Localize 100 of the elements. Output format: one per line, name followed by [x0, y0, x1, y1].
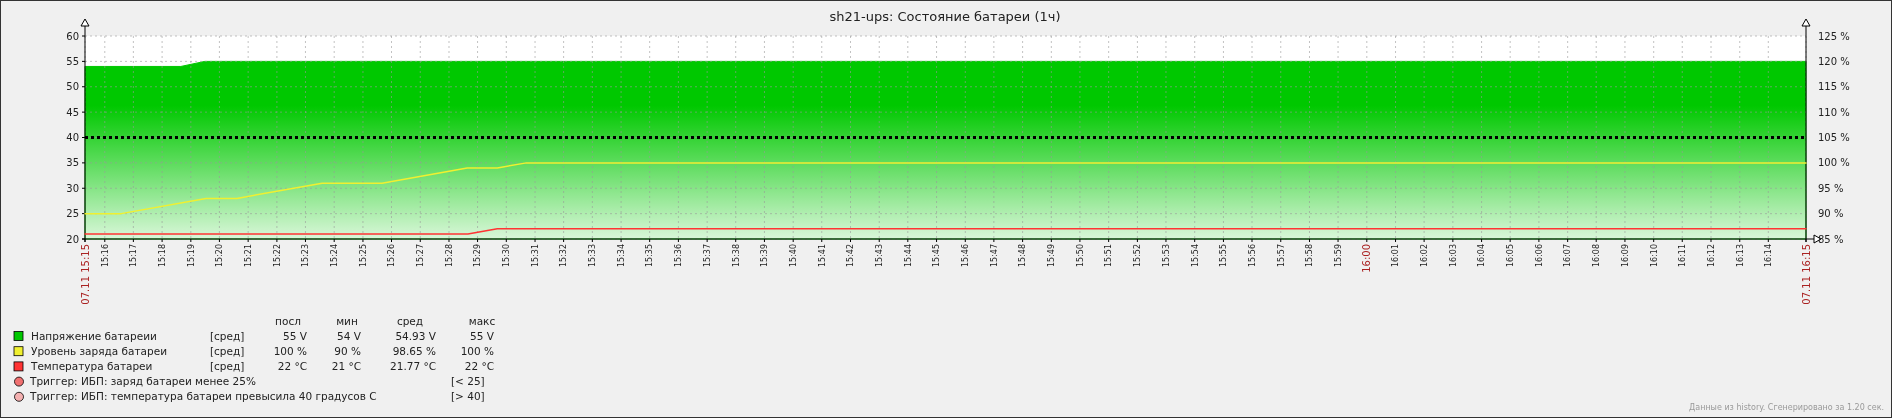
- y-tick-label: 40: [66, 132, 79, 143]
- text: [> 40]: [451, 390, 485, 403]
- x-tick-label: 15:17: [129, 244, 139, 268]
- x-tick-label: 16:10: [1649, 244, 1659, 268]
- legend-label: Напряжение батареии: [31, 329, 157, 342]
- x-tick-label: 15:32: [559, 244, 569, 268]
- x-tick-label: 15:56: [1247, 244, 1257, 268]
- x-tick-label: 15:34: [616, 244, 626, 268]
- x-tick-label: 15:55: [1219, 244, 1229, 268]
- x-tick-label: 15:24: [330, 244, 339, 268]
- x-tick-label: 15:51: [1104, 244, 1114, 268]
- x-tick-label: 07.11 16:15: [1800, 244, 1812, 305]
- text: [сред]: [210, 344, 245, 357]
- x-tick-label: 16:01: [1391, 244, 1401, 268]
- x-tick-label: 16:05: [1505, 244, 1515, 268]
- x-tick-label: 15:43: [875, 244, 885, 268]
- x-tick-label: 16:03: [1448, 244, 1458, 268]
- x-tick-label: 16:13: [1735, 244, 1745, 268]
- y2-tick-label: 110 %: [1818, 106, 1850, 118]
- y-tick-label: 35: [66, 157, 79, 169]
- x-tick-label: 15:20: [215, 244, 225, 268]
- x-tick-label: 16:12: [1706, 244, 1716, 268]
- x-tick-label: 15:41: [817, 244, 827, 268]
- y-tick-label: 25: [66, 208, 79, 220]
- text: 22 °C: [277, 360, 307, 373]
- chart-title: sh21-ups: Состояние батареи (1ч): [829, 9, 1061, 24]
- x-tick-label: 15:22: [272, 244, 282, 268]
- text: 22 °C: [464, 360, 494, 373]
- x-tick-label: 15:28: [444, 244, 454, 268]
- x-tick-label: 15:31: [530, 244, 540, 268]
- y-tick-label: 55: [66, 55, 79, 67]
- x-tick-label: 16:14: [1764, 244, 1774, 268]
- y-tick-label: 30: [66, 182, 79, 194]
- y2-tick-label: 95 %: [1818, 182, 1844, 194]
- text: 100 %: [460, 344, 495, 357]
- text: 21.77 °C: [390, 360, 436, 373]
- x-tick-label: 16:02: [1419, 244, 1429, 268]
- legend-label: Уровень заряда батареи: [31, 344, 167, 357]
- x-tick-label: 15:37: [702, 244, 712, 268]
- y2-tick-label: 90 %: [1818, 208, 1844, 220]
- x-tick-label: 15:47: [989, 244, 999, 268]
- text: макс: [468, 314, 496, 327]
- y-tick-label: 20: [66, 233, 79, 245]
- x-tick-label: 16:09: [1620, 244, 1630, 268]
- x-tick-label: 15:45: [932, 244, 942, 268]
- y2-tick-label: 115 %: [1818, 81, 1850, 93]
- text: 98.65 %: [392, 344, 437, 357]
- text: 100 %: [273, 344, 308, 357]
- text: [сред]: [210, 329, 245, 342]
- y2-tick-label: 100 %: [1818, 157, 1850, 169]
- text: 55 V: [470, 329, 495, 342]
- text: [< 25]: [451, 375, 485, 388]
- y-tick-label: 50: [66, 81, 79, 93]
- x-tick-label: 15:36: [674, 244, 684, 268]
- x-tick-label: 15:49: [1047, 244, 1057, 268]
- x-tick-label: 15:53: [1161, 244, 1171, 268]
- y2-tick-label: 85 %: [1818, 233, 1844, 245]
- x-tick-label: 15:21: [243, 244, 253, 268]
- y2-tick-label: 120 %: [1818, 55, 1850, 67]
- text: 21 °C: [331, 360, 361, 373]
- x-tick-label: 15:16: [100, 244, 110, 268]
- x-tick-label: 15:27: [416, 244, 426, 268]
- x-tick-label: 15:44: [903, 244, 913, 268]
- x-tick-label: 15:18: [157, 244, 167, 268]
- x-tick-label: 15:58: [1305, 244, 1315, 268]
- text: 54.93 V: [395, 329, 437, 342]
- x-tick-label: 15:59: [1333, 244, 1343, 268]
- text: Триггер: ИБП: заряд батареи менее 25%: [29, 375, 256, 388]
- text: сред: [396, 314, 424, 327]
- x-tick-label: 15:38: [731, 244, 741, 268]
- x-tick-label: 15:57: [1276, 244, 1286, 268]
- x-tick-label: 15:50: [1075, 244, 1085, 268]
- x-tick-label: 15:48: [1018, 244, 1028, 268]
- y-tick-label: 45: [66, 106, 79, 118]
- x-tick-label: 15:26: [387, 244, 397, 268]
- legend-label: Температура батареи: [30, 360, 153, 373]
- x-tick-label: 15:23: [301, 244, 311, 268]
- x-tick-label: 16:04: [1477, 244, 1487, 268]
- text: [сред]: [210, 360, 245, 373]
- x-tick-label: 15:30: [502, 244, 512, 268]
- x-tick-label: 15:52: [1133, 244, 1143, 268]
- x-tick-label: 15:54: [1190, 244, 1200, 268]
- x-tick-label: 15:42: [846, 244, 856, 268]
- x-tick-label: 15:46: [961, 244, 971, 268]
- text: посл: [275, 314, 301, 327]
- x-tick-label: 16:11: [1678, 244, 1688, 268]
- y2-tick-label: 125 %: [1818, 30, 1850, 42]
- legend-label: Триггер: ИБП: температура батареи превысила 40 градусов С: [29, 390, 377, 403]
- x-tick-label: 16:06: [1534, 244, 1544, 268]
- line-series: [84, 162, 1807, 215]
- x-tick-label: 15:29: [473, 244, 483, 268]
- x-tick-label: 15:19: [186, 244, 196, 268]
- x-tick-label: 15:25: [358, 244, 368, 268]
- y-tick-label: 60: [66, 30, 79, 42]
- x-tick-label: 07.11 15:15: [79, 244, 91, 305]
- text: мин: [336, 314, 358, 327]
- text: 54 V: [337, 329, 362, 342]
- x-tick-label: 16:07: [1563, 244, 1573, 268]
- text: Данные из history. Сгенерировано за 1.20 сек.: [1689, 403, 1884, 412]
- x-tick-label: 16:08: [1592, 244, 1602, 268]
